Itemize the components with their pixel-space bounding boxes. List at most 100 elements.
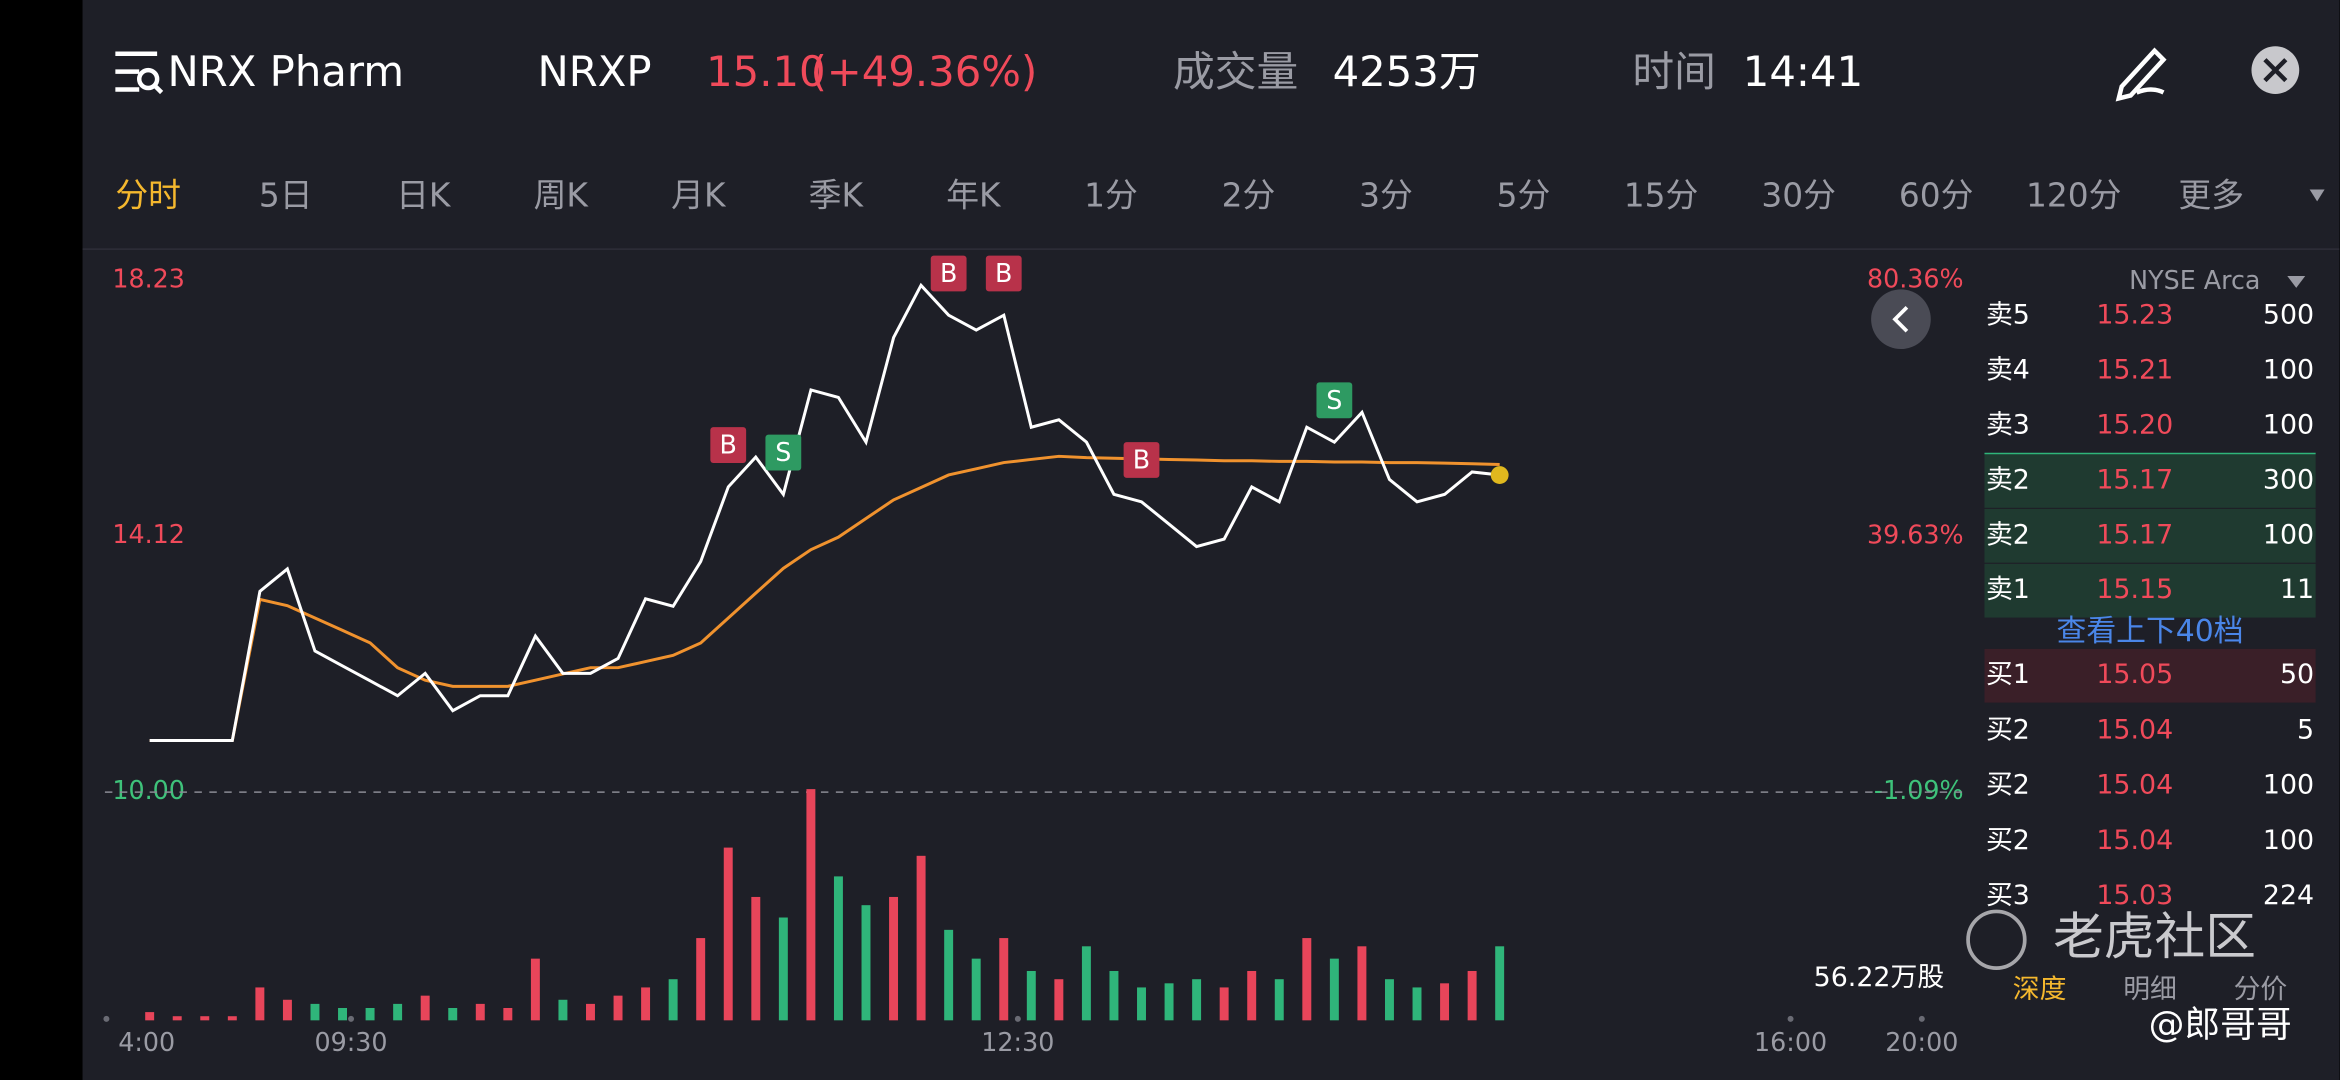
book-price: 15.15 xyxy=(2096,574,2173,605)
price: 15.10 xyxy=(706,47,826,96)
volume-bar xyxy=(310,1003,320,1021)
volume-bar xyxy=(1164,983,1174,1021)
watermark-user: @郎哥哥 xyxy=(2149,1004,2292,1045)
volume-bar xyxy=(1219,987,1229,1021)
x-tick-dot xyxy=(1918,1015,1925,1022)
period-tab[interactable]: 日K xyxy=(396,176,452,214)
book-row-highlight xyxy=(1984,454,2316,508)
book-price: 15.20 xyxy=(2096,410,2173,441)
book-size: 11 xyxy=(2280,574,2314,605)
period-tab[interactable]: 15分 xyxy=(1624,176,1699,214)
period-tab[interactable]: 周K xyxy=(534,176,590,214)
volume-bar xyxy=(172,1016,182,1021)
book-size: 5 xyxy=(2297,714,2314,745)
volume-bar xyxy=(916,855,926,1021)
x-tick-label: 16:00 xyxy=(1754,1027,1827,1057)
volume-bar xyxy=(1109,970,1119,1021)
book-link[interactable]: 查看上下40档 xyxy=(2057,614,2244,649)
period-tab[interactable]: 5日 xyxy=(259,176,313,214)
book-price: 15.03 xyxy=(2096,880,2173,911)
x-tick-label: 12:30 xyxy=(981,1027,1054,1057)
tabs-dropdown[interactable] xyxy=(2309,189,2325,202)
price-line xyxy=(149,282,1500,742)
volume-bar xyxy=(1329,958,1339,1021)
book-price: 15.17 xyxy=(2096,519,2173,550)
volume-bar xyxy=(586,1003,595,1021)
volume-bar xyxy=(944,929,954,1021)
order-book: NYSE Arca 卖5 15.23 500 卖4 15.21 100 卖3 15.20 100 卖… xyxy=(1966,265,2316,1045)
last-price-dot xyxy=(1490,466,1509,484)
volume-bar xyxy=(365,1007,375,1021)
x-tick-dot xyxy=(1787,1015,1794,1022)
volume-bar xyxy=(255,987,265,1021)
trade-marker xyxy=(710,427,747,463)
book-row-highlight xyxy=(1984,648,2316,703)
x-tick-dot xyxy=(103,1015,110,1022)
x-tick-label: 09:30 xyxy=(315,1027,388,1057)
chart: 10.00 14.12 18.23 -1.09% 39.63% 80.36% 4:00 09:… xyxy=(103,255,1970,1057)
period-tab[interactable]: 年K xyxy=(946,176,1002,214)
period-tabs: 分时 5日 日K 周K 月K 季K 年K 1分 2分 3分 5分 15分 30分 60分 120分 更多 xyxy=(115,176,2244,214)
period-tab[interactable]: 60分 xyxy=(1899,176,1974,214)
book-side: 买2 xyxy=(1986,825,2030,856)
close-button[interactable] xyxy=(2251,46,2300,94)
volume-bar xyxy=(1054,979,1064,1021)
exchange[interactable]: NYSE Arca xyxy=(2129,265,2260,295)
y-tick-label: 14.12 xyxy=(112,519,185,549)
collapse-button[interactable] xyxy=(1871,289,1931,350)
volume-bar xyxy=(751,896,761,1021)
period-tab[interactable]: 30分 xyxy=(1761,176,1836,214)
book-price: 15.05 xyxy=(2096,659,2173,690)
trade-marker xyxy=(930,255,967,292)
book-price: 15.23 xyxy=(2096,300,2173,331)
volume-bar xyxy=(861,905,871,1021)
volume-bar xyxy=(282,999,292,1021)
period-tab[interactable]: 月K xyxy=(671,176,727,214)
period-tab[interactable]: 季K xyxy=(809,176,865,214)
volume-bar xyxy=(1081,946,1091,1021)
y2-tick-label: 39.63% xyxy=(1867,519,1964,549)
edit-button[interactable] xyxy=(2115,47,2167,102)
book-side: 卖5 xyxy=(1986,300,2030,331)
period-tab[interactable]: 3分 xyxy=(1359,176,1413,214)
volume-bar xyxy=(833,876,843,1021)
left-strip xyxy=(0,0,83,1080)
trade-marker xyxy=(1123,442,1160,478)
book-side: 买1 xyxy=(1986,659,2030,690)
period-tab[interactable]: 5分 xyxy=(1497,176,1551,214)
period-tab[interactable]: 2分 xyxy=(1222,176,1276,214)
exchange-dropdown[interactable] xyxy=(2287,275,2306,288)
watermark-logo xyxy=(1966,909,2027,970)
volume-bar xyxy=(696,938,706,1021)
trade-marker xyxy=(765,434,802,471)
volume-bar xyxy=(1357,946,1367,1021)
book-size: 224 xyxy=(2263,880,2314,911)
period-tab[interactable]: 1分 xyxy=(1084,176,1138,214)
change: (+49.36%) xyxy=(810,47,1037,96)
volume-bar xyxy=(1384,979,1394,1021)
volume-bar xyxy=(971,958,981,1021)
book-tab[interactable]: 分价 xyxy=(2234,974,2288,1005)
book-size: 100 xyxy=(2263,825,2314,856)
book-side: 买2 xyxy=(1986,714,2030,745)
volume: 4253万 xyxy=(1333,47,1481,96)
period-tab[interactable]: 分时 xyxy=(115,176,181,214)
period-tab[interactable]: 120分 xyxy=(2026,176,2121,214)
book-price: 15.17 xyxy=(2096,464,2173,495)
x-tick-dot xyxy=(348,1015,355,1022)
volume-bar xyxy=(723,847,733,1021)
y-tick-label: 18.23 xyxy=(112,263,185,293)
period-tab[interactable]: 更多 xyxy=(2178,176,2244,214)
book-size: 100 xyxy=(2263,519,2314,550)
book-side: 买3 xyxy=(1986,880,2030,911)
book-row-highlight xyxy=(1984,508,2316,563)
symbol: NRXP xyxy=(538,47,652,96)
book-size: 100 xyxy=(2263,770,2314,801)
book-tab[interactable]: 深度 xyxy=(2013,974,2067,1005)
book-side: 卖3 xyxy=(1986,410,2030,441)
book-tab[interactable]: 明细 xyxy=(2123,974,2177,1005)
trade-marker-label: B xyxy=(720,430,737,460)
volume-bar xyxy=(889,896,899,1021)
menu-icon[interactable] xyxy=(115,51,164,95)
volume-bar xyxy=(475,1003,485,1021)
